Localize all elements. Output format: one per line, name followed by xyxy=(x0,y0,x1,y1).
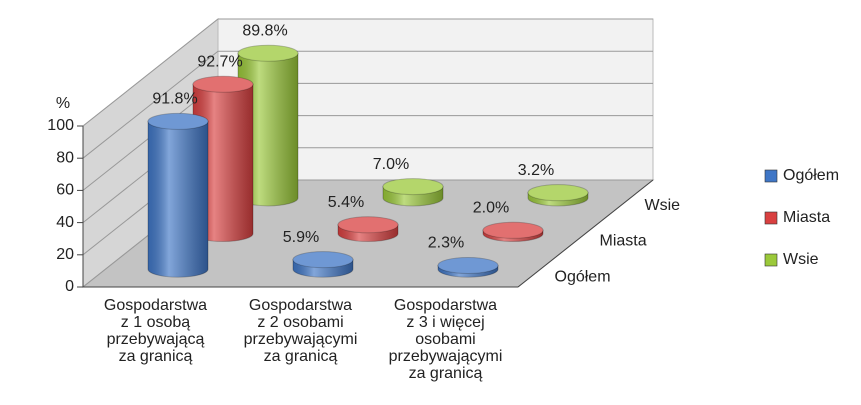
y-tick-label: 100 xyxy=(47,117,74,134)
cylinder-top-light xyxy=(483,222,543,239)
cylinder-top-light xyxy=(238,45,298,62)
data-label: 3.2% xyxy=(518,162,554,179)
depth-tick-label: Miasta xyxy=(600,233,647,250)
x-tick-label: Gospodarstwa z 3 i więcej osobami przebywaj… xyxy=(389,297,503,382)
y-axis-label: % xyxy=(56,95,70,112)
x-tick-label: Gospodarstwa z 1 osobą przebywającą za gran… xyxy=(104,297,207,365)
cylinder xyxy=(292,251,354,278)
legend-swatch xyxy=(764,253,778,267)
y-tick-label: 0 xyxy=(65,278,74,295)
y-tick-label: 40 xyxy=(56,214,74,231)
depth-tick-label: Wsie xyxy=(645,197,681,214)
y-tick-label: 20 xyxy=(56,246,74,263)
cylinder-top xyxy=(192,75,254,93)
cylinder-top xyxy=(482,221,544,239)
grid-line xyxy=(82,50,653,159)
cylinder xyxy=(147,112,209,278)
cylinder-top xyxy=(382,178,444,196)
cylinder-top-light xyxy=(148,113,208,130)
cylinder-top xyxy=(337,216,399,234)
cylinder-top-light xyxy=(193,76,253,93)
cylinder-top-light xyxy=(383,178,443,195)
cylinder xyxy=(382,178,444,207)
cylinder-shade xyxy=(148,121,208,278)
cylinder xyxy=(527,184,589,207)
depth-axis xyxy=(517,179,654,288)
grid-line xyxy=(82,18,653,127)
legend-label: Wsie xyxy=(783,251,819,268)
data-label: 7.0% xyxy=(373,156,409,173)
data-label: 92.7% xyxy=(197,53,242,70)
cylinder-top-light xyxy=(293,251,353,268)
y-tick-label: 80 xyxy=(56,149,74,166)
cylinder-top xyxy=(147,112,209,130)
cylinder-top-light xyxy=(528,184,588,201)
legend-swatch xyxy=(764,169,778,183)
cylinder-top xyxy=(237,44,299,62)
cylinder xyxy=(337,216,399,242)
data-label: 5.4% xyxy=(328,194,364,211)
cylinder xyxy=(437,256,499,278)
x-tick-label: Gospodarstwa z 2 osobami przebywającymi za … xyxy=(244,297,358,365)
data-label: 91.8% xyxy=(152,91,197,108)
legend-label: Miasta xyxy=(783,209,830,226)
legend-label: Ogółem xyxy=(783,167,839,184)
cylinder-top xyxy=(292,251,354,269)
cylinder-top-light xyxy=(338,216,398,233)
y-tick-label: 60 xyxy=(56,182,74,199)
data-label: 2.0% xyxy=(473,199,509,216)
data-label: 2.3% xyxy=(428,235,464,252)
cylinder xyxy=(482,221,544,242)
cylinder-top xyxy=(527,184,589,202)
cylinder-top xyxy=(437,256,499,274)
legend-swatch xyxy=(764,211,778,225)
data-label: 89.8% xyxy=(242,22,287,39)
depth-tick-label: Ogółem xyxy=(555,268,611,285)
data-label: 5.9% xyxy=(283,229,319,246)
cylinder-top-light xyxy=(438,257,498,274)
